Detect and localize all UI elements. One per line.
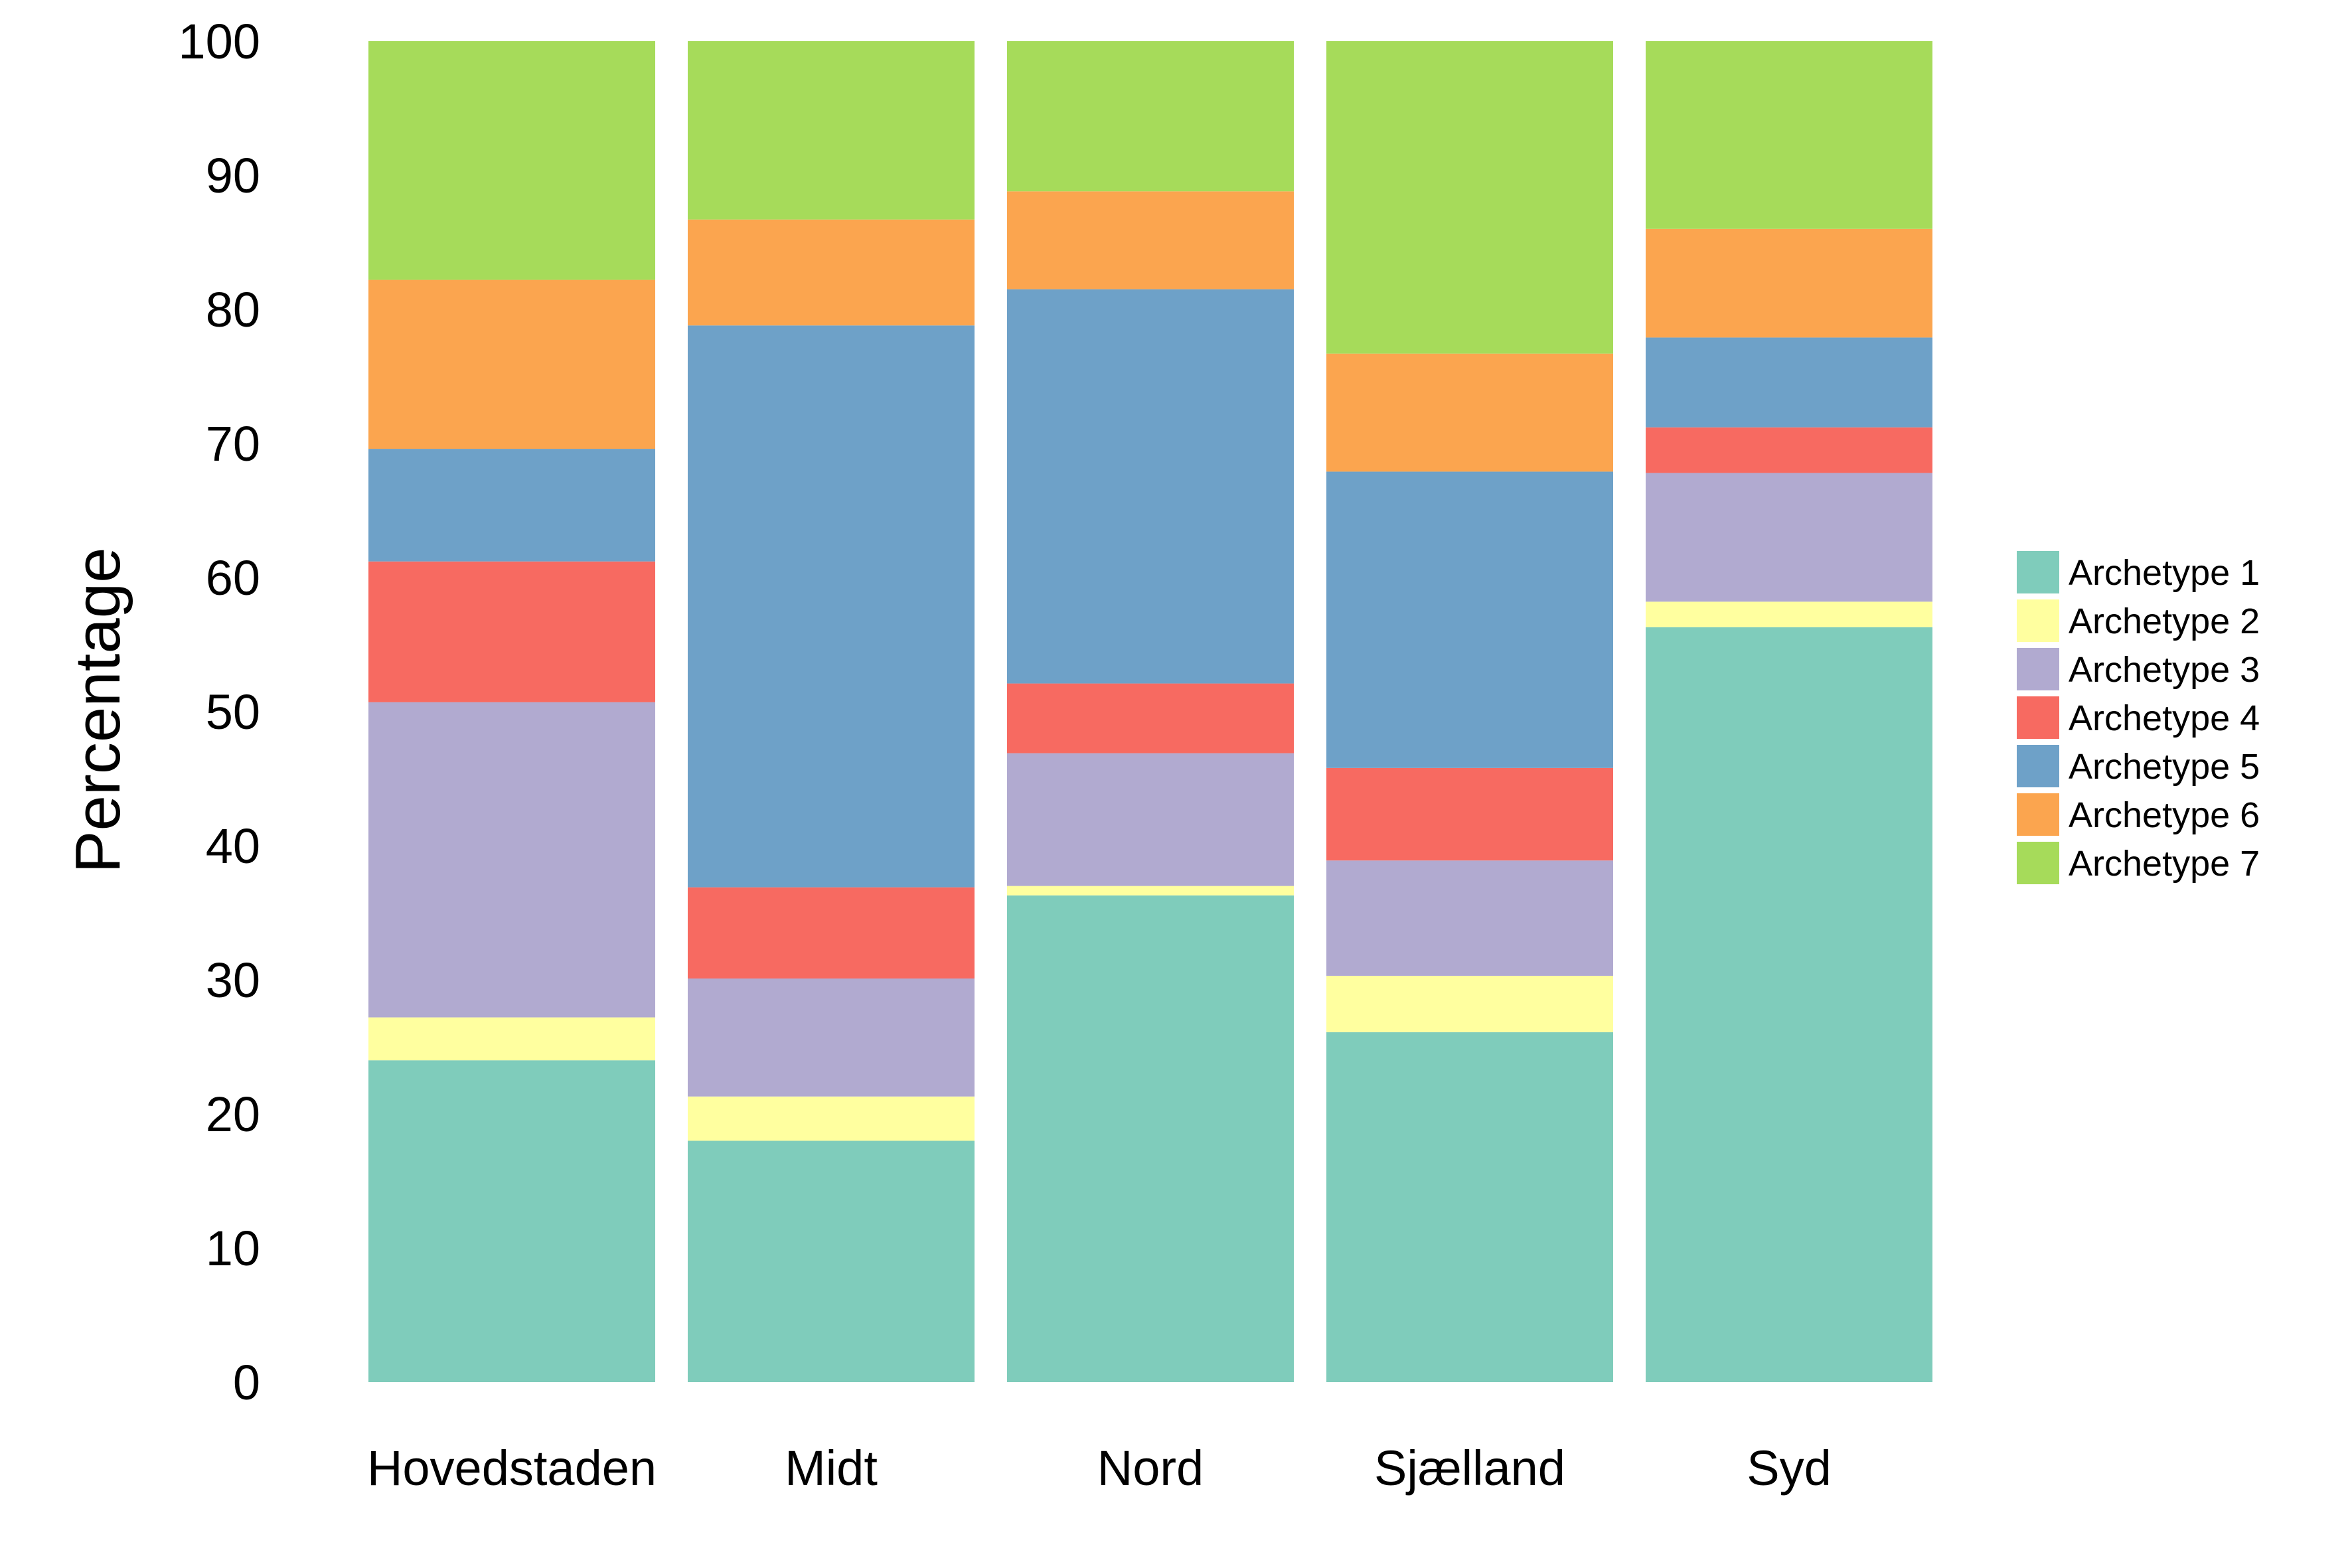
legend-key-archetype-3 (2017, 648, 2059, 690)
bar-midt-archetype-2 (688, 1096, 975, 1141)
bar-hovedstaden-archetype-4 (368, 561, 655, 702)
y-tick-label: 80 (206, 282, 260, 337)
x-tick-label-nord: Nord (1097, 1441, 1204, 1496)
bar-sjaelland-archetype-5 (1326, 471, 1613, 768)
bar-sjaelland-archetype-2 (1326, 975, 1613, 1032)
bar-hovedstaden-archetype-6 (368, 279, 655, 449)
legend-label-archetype-6: Archetype 6 (2069, 795, 2260, 835)
legend: Archetype 1 Archetype 2 Archetype 3 Archety… (2017, 551, 2260, 884)
y-tick-label: 70 (206, 416, 260, 471)
bar-nord-archetype-7 (1007, 41, 1294, 192)
y-tick-label: 30 (206, 953, 260, 1008)
bar-midt-archetype-1 (688, 1140, 975, 1382)
bar-syd-archetype-3 (1646, 473, 1932, 602)
y-tick-label: 10 (206, 1221, 260, 1276)
x-tick-label-midt: Midt (785, 1441, 878, 1496)
bar-nord-archetype-5 (1007, 289, 1294, 684)
x-tick-label-sjaelland: Sjælland (1374, 1441, 1565, 1496)
bar-syd-archetype-5 (1646, 337, 1932, 428)
legend-key-archetype-7 (2017, 842, 2059, 884)
bar-nord-archetype-4 (1007, 683, 1294, 753)
bar-midt-archetype-6 (688, 219, 975, 326)
bar-nord-archetype-2 (1007, 886, 1294, 896)
bar-syd-archetype-2 (1646, 601, 1932, 627)
legend-key-archetype-6 (2017, 793, 2059, 836)
legend-key-archetype-2 (2017, 599, 2059, 642)
y-tick-label: 40 (206, 819, 260, 874)
bar-hovedstaden-archetype-3 (368, 702, 655, 1018)
bar-hovedstaden-archetype-2 (368, 1017, 655, 1061)
bar-nord-archetype-6 (1007, 191, 1294, 289)
bar-sjaelland-archetype-4 (1326, 767, 1613, 861)
bar-midt-archetype-5 (688, 325, 975, 888)
y-tick-label: 60 (206, 550, 260, 605)
bar-sjaelland-archetype-1 (1326, 1032, 1613, 1382)
bar-sjaelland-archetype-7 (1326, 41, 1613, 354)
bar-hovedstaden-archetype-7 (368, 41, 655, 280)
legend-label-archetype-4: Archetype 4 (2069, 698, 2260, 738)
bar-nord-archetype-1 (1007, 895, 1294, 1382)
bar-syd-archetype-7 (1646, 41, 1932, 229)
y-axis-title: Percentage (62, 547, 133, 873)
x-axis-ticks: Hovedstaden Midt Nord Sjælland Syd (367, 1441, 1832, 1496)
legend-label-archetype-3: Archetype 3 (2069, 650, 2260, 690)
y-axis-ticks: 0 10 20 30 40 50 60 70 80 90 100 (179, 14, 260, 1410)
legend-label-archetype-1: Archetype 1 (2069, 553, 2260, 593)
bar-sjaelland-archetype-6 (1326, 353, 1613, 472)
x-tick-label-syd: Syd (1747, 1441, 1832, 1496)
legend-label-archetype-2: Archetype 2 (2069, 601, 2260, 641)
y-tick-label: 0 (233, 1355, 260, 1410)
x-tick-label-hovedstaden: Hovedstaden (367, 1441, 657, 1496)
legend-label-archetype-7: Archetype 7 (2069, 844, 2260, 884)
y-tick-label: 20 (206, 1087, 260, 1142)
bar-midt-archetype-3 (688, 978, 975, 1097)
bar-hovedstaden-archetype-1 (368, 1060, 655, 1382)
bar-hovedstaden-archetype-5 (368, 449, 655, 562)
bar-midt-archetype-4 (688, 887, 975, 979)
y-tick-label: 100 (179, 14, 260, 69)
legend-key-archetype-4 (2017, 696, 2059, 739)
bar-syd-archetype-4 (1646, 427, 1932, 473)
legend-label-archetype-5: Archetype 5 (2069, 747, 2260, 787)
bar-nord-archetype-3 (1007, 753, 1294, 886)
y-tick-label: 50 (206, 684, 260, 740)
legend-key-archetype-5 (2017, 745, 2059, 787)
bar-syd-archetype-1 (1646, 627, 1932, 1382)
bar-sjaelland-archetype-3 (1326, 860, 1613, 976)
legend-key-archetype-1 (2017, 551, 2059, 593)
bars-layer (368, 41, 1932, 1382)
y-tick-label: 90 (206, 148, 260, 203)
bar-midt-archetype-7 (688, 41, 975, 220)
bar-syd-archetype-6 (1646, 228, 1932, 338)
